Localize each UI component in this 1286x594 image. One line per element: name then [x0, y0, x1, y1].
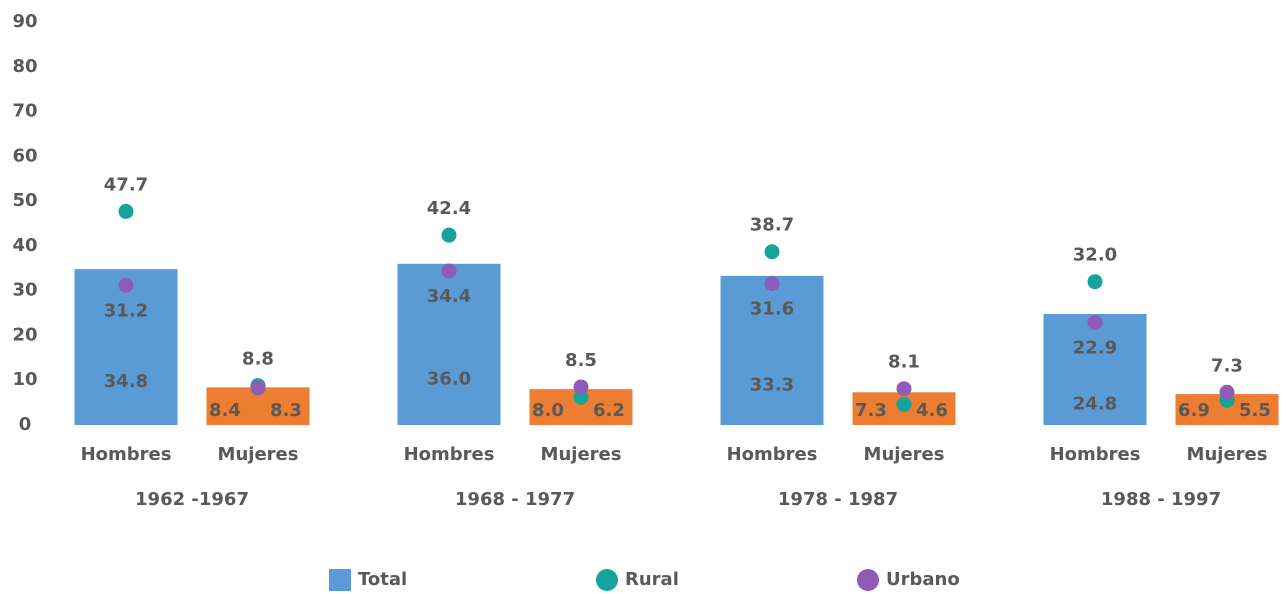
legend-swatch — [329, 569, 351, 591]
x-tick-label: Hombres — [404, 444, 495, 465]
group-label: 1962 -1967 — [135, 489, 249, 510]
data-label: 47.7 — [104, 174, 148, 195]
y-tick-label: 70 — [12, 101, 37, 122]
point — [573, 389, 589, 405]
y-tick-label: 20 — [12, 324, 37, 345]
point — [896, 381, 912, 397]
x-tick-label: Hombres — [727, 444, 818, 465]
data-label: 5.5 — [1239, 400, 1271, 421]
y-tick-label: 50 — [12, 190, 37, 211]
legend-swatch — [857, 569, 879, 591]
point — [896, 396, 912, 412]
data-label: 6.2 — [593, 400, 625, 421]
data-label: 24.8 — [1073, 393, 1117, 414]
x-tick-label: Hombres — [1050, 444, 1141, 465]
point — [118, 277, 134, 293]
point — [118, 203, 134, 219]
point — [573, 379, 589, 395]
legend-swatch — [596, 569, 618, 591]
y-tick-label: 90 — [12, 11, 37, 32]
y-tick-label: 40 — [12, 235, 37, 256]
point — [1219, 384, 1235, 400]
y-tick-label: 30 — [12, 280, 37, 301]
data-label: 42.4 — [427, 198, 471, 219]
point — [441, 227, 457, 243]
data-label: 31.2 — [104, 300, 148, 321]
bar — [74, 269, 178, 425]
data-label: 34.8 — [104, 371, 148, 392]
x-tick-label: Mujeres — [541, 444, 622, 465]
data-label: 7.3 — [855, 400, 887, 421]
bar — [1043, 313, 1147, 425]
point — [250, 380, 266, 396]
y-tick-label: 0 — [19, 414, 32, 435]
point — [1087, 274, 1103, 290]
point — [764, 244, 780, 260]
x-tick-label: Mujeres — [1187, 444, 1268, 465]
data-label: 8.1 — [888, 352, 920, 373]
data-label: 4.6 — [916, 400, 948, 421]
legend-label: Urbano — [886, 569, 960, 590]
data-label: 38.7 — [750, 215, 794, 236]
data-label: 22.9 — [1073, 337, 1117, 358]
y-tick-label: 80 — [12, 56, 37, 77]
data-label: 7.3 — [1211, 355, 1243, 376]
data-label: 31.6 — [750, 299, 794, 320]
x-tick-label: Mujeres — [864, 444, 945, 465]
data-label: 36.0 — [427, 368, 471, 389]
group-label: 1978 - 1987 — [778, 489, 898, 510]
point — [764, 276, 780, 292]
data-label: 8.3 — [270, 400, 302, 421]
y-tick-label: 10 — [12, 369, 37, 390]
x-tick-label: Hombres — [81, 444, 172, 465]
x-tick-label: Mujeres — [218, 444, 299, 465]
group-label: 1968 - 1977 — [455, 489, 575, 510]
data-label: 34.4 — [427, 286, 471, 307]
group-label: 1988 - 1997 — [1101, 489, 1221, 510]
bar — [720, 275, 824, 425]
data-label: 32.0 — [1073, 245, 1117, 266]
data-label: 8.5 — [565, 350, 597, 371]
data-label: 33.3 — [750, 374, 794, 395]
data-label: 8.8 — [242, 349, 274, 370]
bar — [397, 263, 501, 425]
data-label: 8.0 — [532, 400, 564, 421]
legend-label: Rural — [625, 569, 679, 590]
legend-label: Total — [358, 569, 407, 590]
point — [441, 263, 457, 279]
data-label: 6.9 — [1178, 400, 1210, 421]
data-label: 8.4 — [209, 400, 241, 421]
point — [1087, 314, 1103, 330]
y-tick-label: 60 — [12, 145, 37, 166]
